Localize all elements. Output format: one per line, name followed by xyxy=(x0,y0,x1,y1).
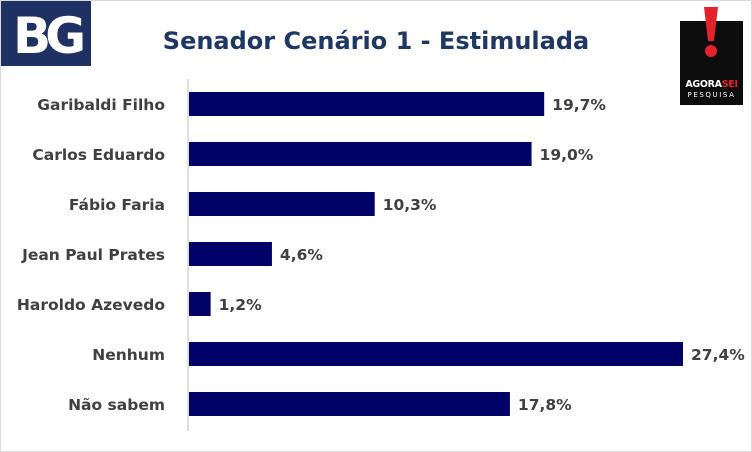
bar xyxy=(189,392,510,416)
agorasei-logo: AGORASEI PESQUISA xyxy=(680,7,743,105)
bar xyxy=(189,142,532,166)
bar xyxy=(189,92,545,116)
bar xyxy=(189,342,683,366)
exclamation-icon xyxy=(704,7,718,57)
brand-subtitle: PESQUISA xyxy=(687,91,736,99)
data-label: 19,0% xyxy=(540,146,594,164)
bg-logo-text: BG xyxy=(13,7,86,65)
brand-word-agora: AGORA xyxy=(685,79,722,90)
chart-title: Senador Cenário 1 - Estimulada xyxy=(162,27,590,55)
category-label: Haroldo Azevedo xyxy=(17,296,165,314)
data-label: 10,3% xyxy=(383,196,437,214)
data-label: 19,7% xyxy=(552,96,606,114)
bar xyxy=(189,192,375,216)
category-label: Garibaldi Filho xyxy=(37,96,165,114)
bar xyxy=(189,292,211,316)
category-label: Não sabem xyxy=(68,396,165,414)
bar xyxy=(189,242,272,266)
category-label: Fábio Faria xyxy=(69,196,165,214)
brand-word-sei: SEI xyxy=(721,79,738,90)
brand-wordmark: AGORASEI xyxy=(680,79,743,90)
data-label: 17,8% xyxy=(518,396,572,414)
data-label: 4,6% xyxy=(280,246,323,264)
data-label: 1,2% xyxy=(219,296,262,314)
category-label: Jean Paul Prates xyxy=(21,246,165,264)
category-label: Nenhum xyxy=(92,346,165,364)
data-label: 27,4% xyxy=(691,346,745,364)
category-label: Carlos Eduardo xyxy=(32,146,165,164)
bg-logo: BG xyxy=(1,1,91,66)
